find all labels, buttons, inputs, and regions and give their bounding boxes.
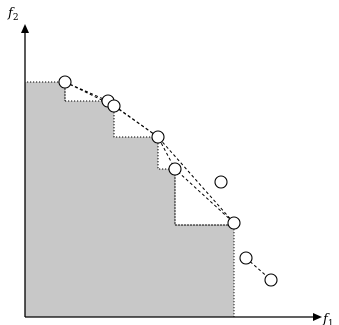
pareto-point-1 — [59, 76, 71, 88]
dominated-point-2 — [240, 252, 252, 264]
pareto-point-6 — [228, 217, 240, 229]
pareto-point-4 — [152, 131, 164, 143]
pareto-point-5 — [169, 163, 181, 175]
y-axis-arrowhead — [21, 24, 29, 33]
y-axis-label: f2 — [7, 6, 19, 23]
pareto-point-3 — [108, 100, 120, 112]
dominated-point-3 — [265, 274, 277, 286]
x-axis-label: f1 — [322, 312, 334, 325]
dominated-point-1 — [215, 176, 227, 188]
x-axis-arrowhead — [313, 313, 322, 321]
